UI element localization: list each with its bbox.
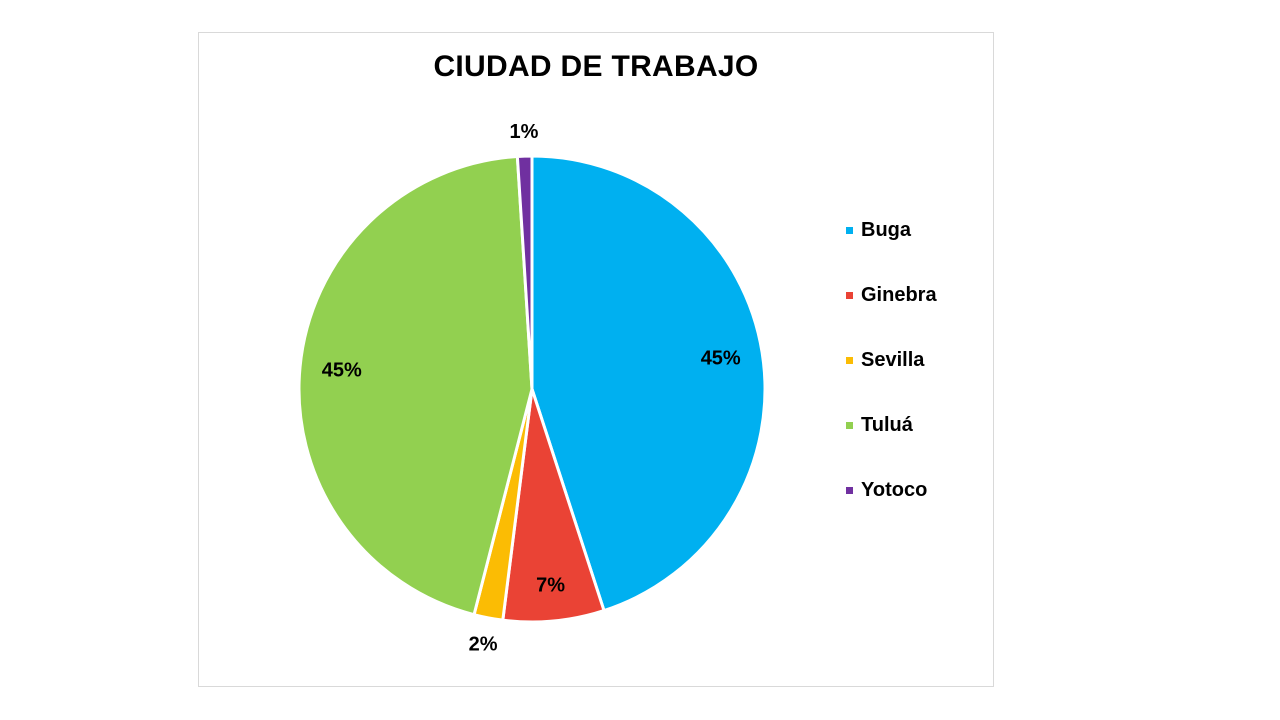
legend-item-ginebra: Ginebra [846,279,937,344]
data-label-sevilla: 2% [469,634,498,656]
pie-slice-ginebra [501,387,606,624]
data-label-tulua: 45% [322,359,362,381]
legend-swatch [846,227,853,234]
pie-slices [297,154,767,624]
legend-swatch [846,487,853,494]
legend-label: Sevilla [861,349,925,371]
legend-item-buga: Buga [846,214,937,279]
pie-data-labels: 45% 7% 2% 45% 1% [322,121,741,656]
legend: Buga Ginebra Sevilla Tuluá Yotoco [846,214,937,539]
pie-slice-yotoco [515,154,534,391]
legend-swatch [846,292,853,299]
data-label-yotoco: 1% [509,121,538,143]
legend-item-tulua: Tuluá [846,409,937,474]
legend-label: Yotoco [861,479,928,501]
legend-label: Ginebra [861,284,937,306]
pie-slice-tulua [297,154,534,617]
legend-label: Tuluá [861,414,913,436]
data-label-buga: 45% [701,347,741,369]
chart-title: CIUDAD DE TRABAJO [433,50,759,83]
legend-item-yotoco: Yotoco [846,474,937,539]
legend-label: Buga [861,219,911,241]
legend-swatch [846,357,853,364]
data-label-ginebra: 7% [536,574,565,596]
legend-item-sevilla: Sevilla [846,344,937,409]
legend-swatch [846,422,853,429]
pie-slice-buga [530,154,767,613]
